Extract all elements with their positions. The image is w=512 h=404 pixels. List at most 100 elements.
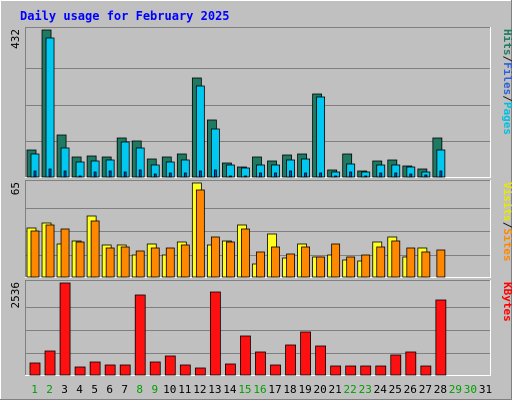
kbytes-kbytes-bar-day-21 (330, 365, 342, 376)
day-label-8: 8 (136, 383, 143, 396)
day-label-18: 18 (283, 383, 296, 396)
day-label-29: 29 (449, 383, 462, 396)
kbytes-series-kbytes (29, 282, 447, 376)
day-label-31: 31 (479, 383, 492, 396)
day-label-21: 21 (329, 383, 342, 396)
visits-panel: 65 Visits/Sites (9, 180, 512, 278)
hits-pages-bar-day-14 (229, 175, 232, 178)
visits-sites-bar-day-2 (45, 224, 55, 278)
visits-sites-bar-day-4 (75, 241, 85, 278)
kbytes-kbytes-bar-day-24 (375, 365, 387, 376)
visits-legend-visits: Visits (501, 182, 512, 222)
hits-legend-pages: Pages (501, 102, 512, 135)
hits-pages-bar-day-5 (93, 171, 97, 178)
hits-files-bar-day-2 (45, 37, 55, 178)
kbytes-max-label: 2536 (9, 282, 22, 309)
hits-series-pages (33, 168, 443, 178)
visits-sites-bar-day-5 (90, 220, 100, 278)
day-label-19: 19 (298, 383, 311, 396)
visits-sites-bar-day-16 (256, 251, 265, 278)
hits-legend: Hits/Files/Pages (501, 29, 512, 135)
kbytes-kbytes-bar-day-8 (134, 294, 146, 376)
day-label-24: 24 (374, 383, 388, 396)
hits-pages-bar-day-28 (439, 170, 443, 178)
kbytes-kbytes-bar-day-15 (240, 335, 251, 376)
visits-sites-bar-day-15 (241, 228, 250, 278)
kbytes-kbytes-bar-day-5 (89, 361, 101, 376)
day-label-12: 12 (193, 383, 206, 396)
hits-pages-bar-day-6 (108, 170, 112, 178)
kbytes-kbytes-bar-day-7 (119, 364, 131, 376)
day-label-30: 30 (464, 383, 477, 396)
kbytes-kbytes-bar-day-27 (420, 365, 432, 376)
kbytes-kbytes-bar-day-22 (345, 365, 357, 376)
kbytes-kbytes-bar-day-23 (360, 365, 372, 376)
visits-sites-bar-day-11 (180, 244, 190, 278)
kbytes-panel: 2536 KBytes (9, 280, 512, 376)
day-label-5: 5 (91, 383, 98, 396)
visits-legend-separator: / (501, 222, 512, 229)
hits-legend-hits: Hits (501, 29, 512, 56)
kbytes-kbytes-bar-day-26 (405, 351, 417, 376)
visits-sites-bar-day-22 (346, 256, 356, 278)
visits-sites-bar-day-9 (150, 247, 160, 278)
visits-sites-bar-day-19 (301, 246, 310, 278)
day-label-17: 17 (268, 383, 281, 396)
hits-legend-separator: / (501, 56, 512, 63)
day-label-4: 4 (76, 383, 83, 396)
visits-sites-bar-day-27 (421, 251, 431, 278)
visits-legend: Visits/Sites (501, 182, 512, 262)
kbytes-kbytes-bar-day-18 (285, 344, 296, 376)
hits-pages-bar-day-20 (319, 172, 323, 178)
kbytes-kbytes-bar-day-19 (300, 331, 311, 376)
visits-legend-sites: Sites (501, 228, 512, 261)
kbytes-kbytes-bar-day-9 (149, 361, 161, 376)
day-label-6: 6 (106, 383, 113, 396)
hits-plot-area (25, 27, 491, 178)
hits-pages-bar-day-15 (244, 175, 247, 178)
day-label-23: 23 (359, 383, 372, 396)
kbytes-kbytes-bar-day-4 (74, 366, 86, 376)
visits-sites-bar-day-14 (226, 241, 235, 278)
hits-pages-bar-day-21 (334, 175, 338, 178)
visits-sites-bar-day-17 (271, 246, 280, 278)
visits-sites-bar-day-20 (316, 256, 326, 278)
hits-files-bar-day-20 (316, 96, 326, 178)
kbytes-kbytes-bar-day-14 (225, 363, 236, 376)
kbytes-kbytes-bar-day-3 (59, 282, 71, 376)
day-label-16: 16 (253, 383, 266, 396)
visits-sites-bar-day-6 (105, 247, 115, 278)
hits-files-bar-day-14 (226, 164, 235, 178)
hits-pages-bar-day-22 (349, 171, 353, 178)
day-label-13: 13 (208, 383, 221, 396)
day-label-9: 9 (151, 383, 158, 396)
visits-series-sites (30, 189, 446, 278)
hits-pages-bar-day-13 (213, 169, 217, 178)
hits-pages-bar-day-10 (168, 172, 172, 178)
hits-pages-bar-day-24 (379, 172, 383, 178)
kbytes-kbytes-bar-day-12 (194, 367, 206, 376)
day-label-10: 10 (163, 383, 176, 396)
visits-sites-bar-day-26 (406, 247, 416, 278)
kbytes-kbytes-bar-day-28 (435, 299, 447, 376)
kbytes-kbytes-bar-day-10 (164, 355, 176, 376)
visits-sites-bar-day-8 (135, 250, 145, 278)
hits-pages-bar-day-2 (48, 168, 52, 178)
day-label-26: 26 (404, 383, 417, 396)
kbytes-kbytes-bar-day-17 (270, 364, 281, 376)
hits-series-files (30, 37, 446, 178)
visits-sites-bar-day-21 (331, 243, 341, 278)
visits-sites-bar-day-28 (436, 249, 446, 278)
day-label-1: 1 (31, 383, 38, 396)
chart-title: Daily usage for February 2025 (20, 9, 230, 23)
kbytes-kbytes-bar-day-25 (390, 354, 402, 376)
visits-sites-bar-day-23 (361, 254, 371, 278)
day-label-11: 11 (178, 383, 191, 396)
visits-sites-bar-day-10 (165, 247, 175, 278)
hits-pages-bar-day-1 (33, 170, 37, 178)
day-label-2: 2 (46, 383, 53, 396)
visits-sites-bar-day-1 (30, 230, 40, 278)
